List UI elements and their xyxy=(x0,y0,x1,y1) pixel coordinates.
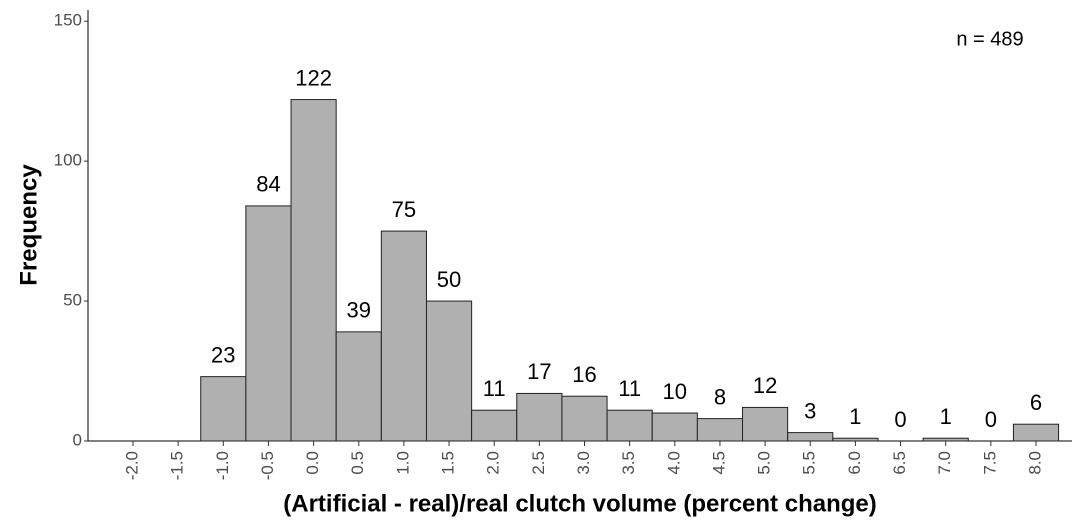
x-tick-label: 2.0 xyxy=(484,451,503,475)
x-tick-label: 5.5 xyxy=(800,451,819,475)
x-tick-label: 8.0 xyxy=(1025,451,1044,475)
bar xyxy=(335,331,382,442)
value-label: 0 xyxy=(894,407,906,432)
value-label: 0 xyxy=(985,407,997,432)
x-tick-label: 7.0 xyxy=(935,451,954,475)
x-tick-label: 1.0 xyxy=(393,451,412,475)
y-axis-title: Frequency xyxy=(15,164,42,286)
x-tick-label: 7.5 xyxy=(980,451,999,475)
bar xyxy=(471,409,518,442)
value-label: 23 xyxy=(211,342,235,367)
x-axis-title: (Artificial - real)/real clutch volume (… xyxy=(283,490,876,517)
value-label: 10 xyxy=(663,379,687,404)
x-tick-label: -0.5 xyxy=(258,451,277,480)
value-label: 16 xyxy=(572,362,596,387)
bar xyxy=(425,300,473,442)
value-label: 6 xyxy=(1030,390,1042,415)
value-label: 11 xyxy=(618,376,641,401)
value-label: 17 xyxy=(527,359,551,384)
x-tick-label: 6.0 xyxy=(845,451,864,475)
value-label: 12 xyxy=(753,373,777,398)
bar xyxy=(516,392,563,442)
x-tick-label: 6.5 xyxy=(890,451,909,475)
bar xyxy=(832,437,879,442)
bar xyxy=(245,205,292,442)
x-tick-label: 0.5 xyxy=(348,451,367,475)
x-tick-label: -2.0 xyxy=(122,451,141,480)
bar xyxy=(200,376,247,442)
value-label: 50 xyxy=(437,267,461,292)
bar xyxy=(696,418,744,442)
x-tick-label: 5.0 xyxy=(755,451,774,475)
y-tick-label: 150 xyxy=(54,11,82,30)
x-tick-label: 0.0 xyxy=(303,451,322,475)
bar xyxy=(742,406,789,442)
y-tick-label: 50 xyxy=(63,291,82,310)
x-tick-label: 3.5 xyxy=(619,451,638,475)
value-label: 8 xyxy=(714,384,726,409)
bar xyxy=(651,412,698,442)
bar xyxy=(606,409,653,442)
y-tick-label: 100 xyxy=(54,151,82,170)
bar xyxy=(1012,423,1060,442)
value-label: 75 xyxy=(392,197,416,222)
bar xyxy=(380,230,427,442)
value-label: 122 xyxy=(295,65,332,90)
value-label: 1 xyxy=(940,404,952,429)
x-tick-label: -1.5 xyxy=(168,451,187,480)
x-tick-label: 4.5 xyxy=(709,451,728,475)
annotation: n = 489 xyxy=(956,28,1023,50)
y-tick-label: 0 xyxy=(73,430,82,449)
x-tick-label: 3.0 xyxy=(574,451,593,475)
value-label: 3 xyxy=(804,398,816,423)
value-label: 1 xyxy=(849,404,861,429)
bar xyxy=(922,437,969,442)
x-tick-label: -1.0 xyxy=(213,451,232,480)
value-label: 84 xyxy=(256,172,280,197)
bar xyxy=(290,99,337,442)
value-label: 11 xyxy=(483,376,506,401)
x-tick-label: 4.0 xyxy=(664,451,683,475)
value-label: 39 xyxy=(347,298,371,323)
bar xyxy=(561,395,608,442)
x-tick-label: 1.5 xyxy=(439,451,458,475)
x-tick-label: 2.5 xyxy=(529,451,548,475)
bar xyxy=(787,432,834,442)
